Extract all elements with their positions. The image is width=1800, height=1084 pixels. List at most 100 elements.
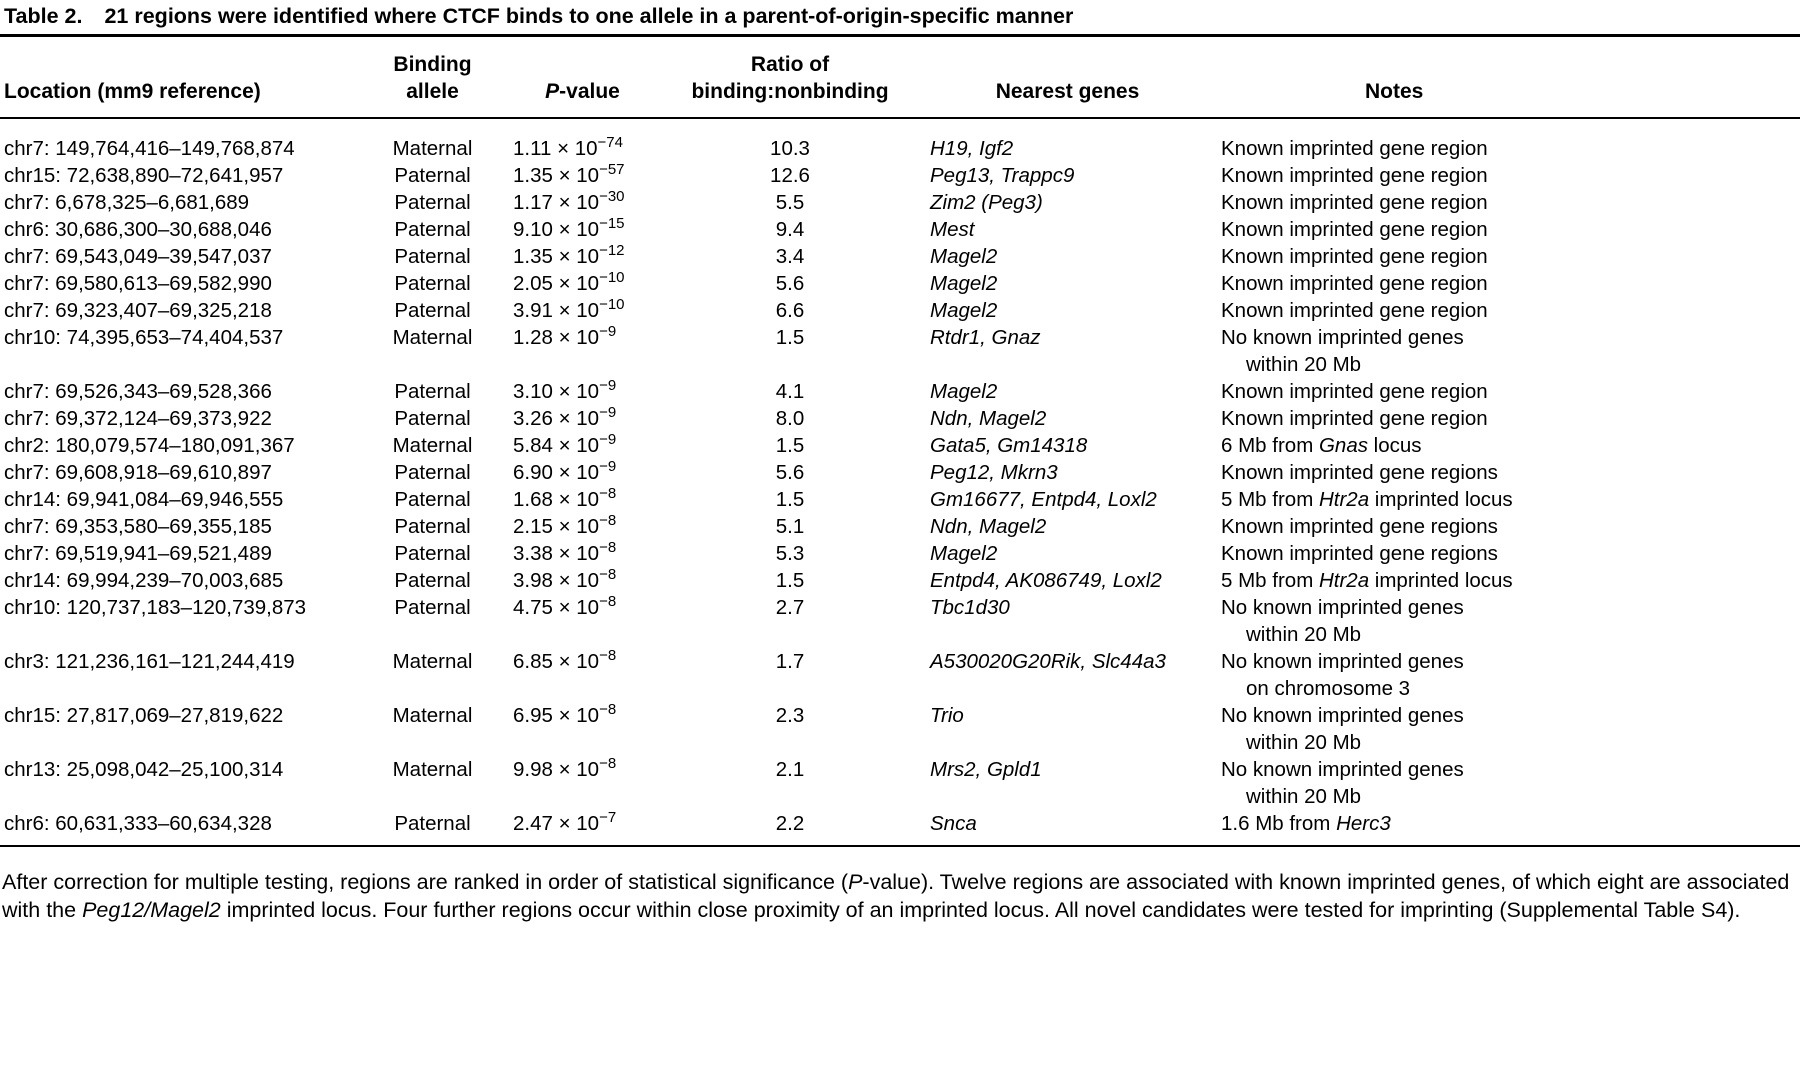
cell-binding-allele: Paternal — [394, 272, 471, 295]
cell-location: chr15: 72,638,890–72,641,957 — [4, 164, 284, 187]
table-row: chr13: 25,098,042–25,100,314 Maternal 9.… — [0, 756, 1800, 810]
table-title-text: 21 regions were identified where CTCF bi… — [104, 4, 1074, 28]
note-line: Known imprinted gene region — [1221, 191, 1488, 214]
header-row: Location (mm9 reference) Binding allele … — [0, 37, 1800, 119]
cell-notes: Known imprinted gene regions — [1215, 459, 1800, 486]
cell-nearest-genes: Magel2 — [930, 542, 998, 565]
cell-binding-allele: Maternal — [392, 650, 473, 673]
cell-p-value: 1.68 × 10−8 — [513, 485, 617, 511]
cell-binding-allele: Maternal — [392, 758, 473, 781]
table-row: chr7: 69,519,941–69,521,489 Paternal 3.3… — [0, 540, 1800, 567]
cell-location: chr14: 69,941,084–69,946,555 — [4, 488, 284, 511]
cell-ratio: 2.7 — [775, 596, 805, 619]
header-binding-allele: Binding allele — [360, 37, 505, 119]
cell-nearest-genes: Tbc1d30 — [930, 596, 1010, 619]
cell-binding-allele: Paternal — [394, 245, 471, 268]
cell-p-value: 2.47 × 10−7 — [513, 809, 617, 835]
cell-p-value: 5.84 × 10−9 — [513, 431, 617, 457]
table-row: chr15: 72,638,890–72,641,957 Paternal 1.… — [0, 162, 1800, 189]
note-line: Known imprinted gene regions — [1221, 542, 1498, 565]
cell-nearest-genes: Peg12, Mkrn3 — [930, 461, 1058, 484]
cell-ratio: 1.5 — [775, 488, 805, 511]
cell-p-value: 9.98 × 10−8 — [513, 755, 617, 781]
cell-binding-allele: Paternal — [394, 407, 471, 430]
cell-location: chr7: 69,580,613–69,582,990 — [4, 272, 272, 295]
table-row: chr7: 69,608,918–69,610,897 Paternal 6.9… — [0, 459, 1800, 486]
cell-notes: Known imprinted gene region — [1215, 405, 1800, 432]
cell-nearest-genes: Gata5, Gm14318 — [930, 434, 1088, 457]
cell-nearest-genes: Magel2 — [930, 299, 998, 322]
table-row: chr3: 121,236,161–121,244,419 Maternal 6… — [0, 648, 1800, 702]
table-row: chr2: 180,079,574–180,091,367 Maternal 5… — [0, 432, 1800, 459]
cell-ratio: 4.1 — [775, 380, 805, 403]
cell-nearest-genes: Magel2 — [930, 380, 998, 403]
table-row: chr14: 69,994,239–70,003,685 Paternal 3.… — [0, 567, 1800, 594]
cell-p-value: 3.38 × 10−8 — [513, 539, 617, 565]
table-row: chr7: 69,543,049–39,547,037 Paternal 1.3… — [0, 243, 1800, 270]
cell-notes: 6 Mb from Gnas locus — [1215, 432, 1800, 459]
cell-ratio: 2.1 — [775, 758, 805, 781]
cell-nearest-genes: Ndn, Magel2 — [930, 515, 1047, 538]
cell-notes: No known imprinted genes within 20 Mb — [1215, 594, 1800, 648]
cell-ratio: 12.6 — [770, 164, 810, 187]
cell-location: chr3: 121,236,161–121,244,419 — [4, 650, 295, 673]
cell-notes: No known imprinted genes within 20 Mb — [1215, 702, 1800, 756]
table-row: chr7: 69,353,580–69,355,185 Paternal 2.1… — [0, 513, 1800, 540]
cell-p-value: 4.75 × 10−8 — [513, 593, 617, 619]
cell-binding-allele: Maternal — [392, 704, 473, 727]
cell-binding-allele: Paternal — [394, 461, 471, 484]
cell-ratio: 1.7 — [775, 650, 805, 673]
cell-binding-allele: Paternal — [394, 515, 471, 538]
cell-notes: Known imprinted gene region — [1215, 162, 1800, 189]
note-line: No known imprinted genes — [1221, 326, 1464, 349]
cell-notes: Known imprinted gene region — [1215, 118, 1800, 162]
table-title: Table 2. 21 regions were identified where… — [0, 0, 1800, 37]
note-line: No known imprinted genes — [1221, 758, 1464, 781]
cell-ratio: 3.4 — [775, 245, 805, 268]
cell-nearest-genes: H19, Igf2 — [930, 137, 1014, 160]
note-line: 5 Mb from Htr2a imprinted locus — [1221, 569, 1513, 592]
cell-binding-allele: Paternal — [394, 218, 471, 241]
cell-location: chr7: 69,608,918–69,610,897 — [4, 461, 272, 484]
table-footnote: After correction for multiple testing, r… — [2, 870, 1790, 922]
note-line: on chromosome 3 — [1246, 677, 1411, 700]
note-line: 6 Mb from Gnas locus — [1221, 434, 1422, 457]
table-row: chr6: 30,686,300–30,688,046 Paternal 9.1… — [0, 216, 1800, 243]
cell-location: chr6: 30,686,300–30,688,046 — [4, 218, 272, 241]
cell-binding-allele: Paternal — [394, 299, 471, 322]
cell-p-value: 1.17 × 10−30 — [513, 188, 625, 214]
cell-ratio: 5.3 — [775, 542, 805, 565]
cell-p-value: 6.95 × 10−8 — [513, 701, 617, 727]
note-line: Known imprinted gene region — [1221, 245, 1488, 268]
note-line: 1.6 Mb from Herc3 — [1221, 812, 1391, 835]
cell-ratio: 5.1 — [775, 515, 805, 538]
cell-p-value: 6.85 × 10−8 — [513, 647, 617, 673]
table-row: chr6: 60,631,333–60,634,328 Paternal 2.4… — [0, 810, 1800, 846]
cell-nearest-genes: Magel2 — [930, 272, 998, 295]
cell-binding-allele: Paternal — [394, 164, 471, 187]
table-row: chr14: 69,941,084–69,946,555 Paternal 1.… — [0, 486, 1800, 513]
cell-notes: Known imprinted gene region — [1215, 378, 1800, 405]
cell-notes: Known imprinted gene region — [1215, 216, 1800, 243]
cell-binding-allele: Paternal — [394, 542, 471, 565]
cell-notes: No known imprinted genes within 20 Mb — [1215, 324, 1800, 378]
cell-nearest-genes: Mest — [930, 218, 975, 241]
cell-ratio: 1.5 — [775, 326, 805, 349]
cell-location: chr14: 69,994,239–70,003,685 — [4, 569, 284, 592]
cell-nearest-genes: Rtdr1, Gnaz — [930, 326, 1041, 349]
cell-p-value: 6.90 × 10−9 — [513, 458, 617, 484]
cell-nearest-genes: Entpd4, AK086749, Loxl2 — [930, 569, 1162, 592]
cell-notes: Known imprinted gene region — [1215, 243, 1800, 270]
cell-p-value: 1.28 × 10−9 — [513, 323, 617, 349]
cell-nearest-genes: Mrs2, Gpld1 — [930, 758, 1042, 781]
cell-binding-allele: Paternal — [394, 569, 471, 592]
note-line: Known imprinted gene region — [1221, 218, 1488, 241]
cell-location: chr15: 27,817,069–27,819,622 — [4, 704, 284, 727]
header-ratio: Ratio of binding:nonbinding — [660, 37, 920, 119]
cell-binding-allele: Paternal — [394, 812, 471, 835]
cell-location: chr10: 74,395,653–74,404,537 — [4, 326, 284, 349]
cell-p-value: 3.26 × 10−9 — [513, 404, 617, 430]
table-row: chr7: 69,323,407–69,325,218 Paternal 3.9… — [0, 297, 1800, 324]
cell-binding-allele: Maternal — [392, 326, 473, 349]
note-line: within 20 Mb — [1246, 731, 1362, 754]
